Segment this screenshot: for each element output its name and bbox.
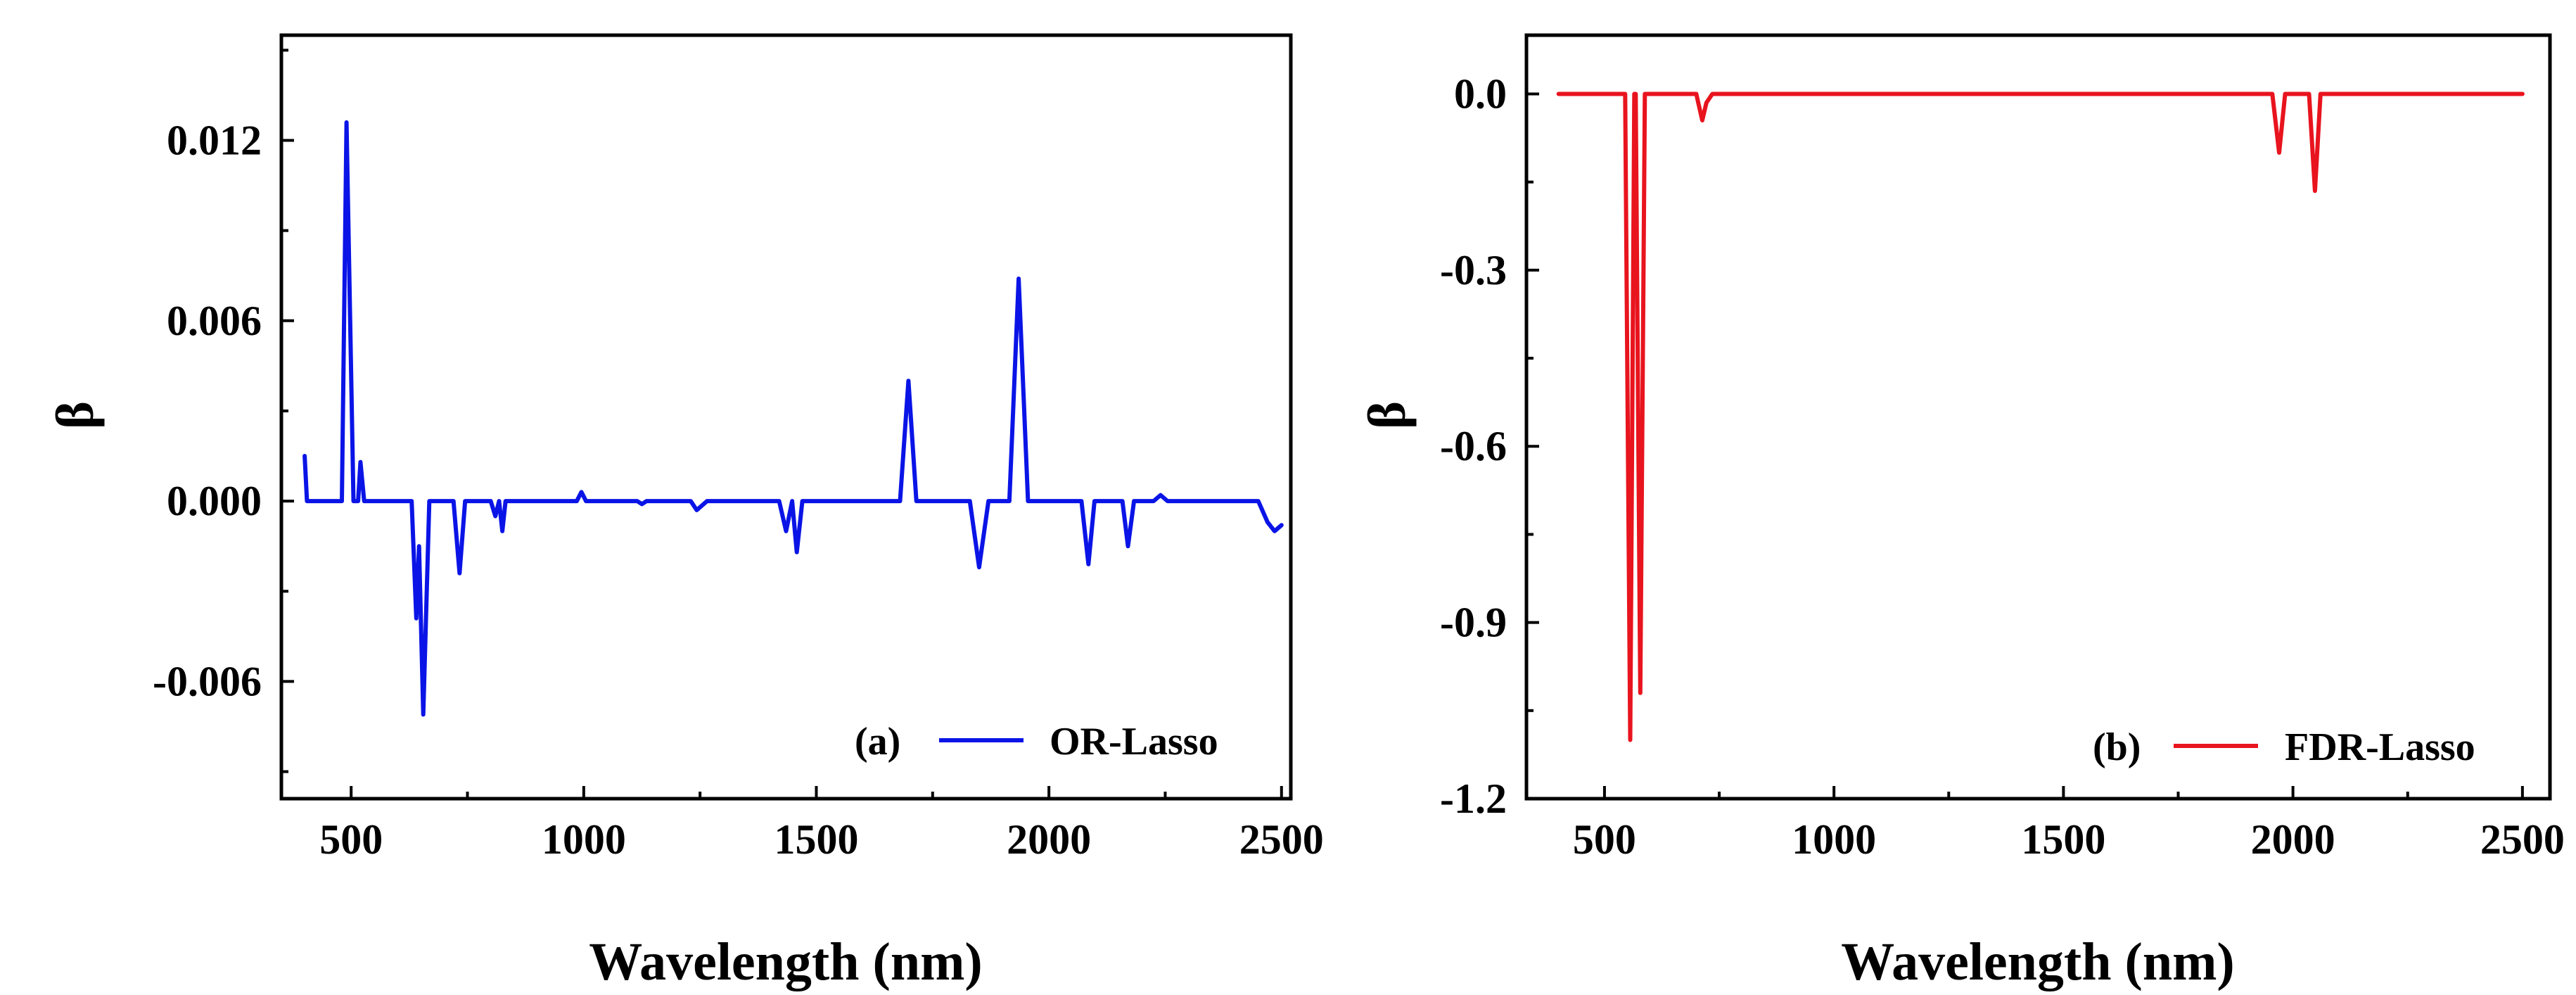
panel-label-a: (a) [855,720,900,763]
y-ticks-a: -0.006 0.000 0.006 0.012 [153,118,294,704]
x-ticks-a: 500 1000 1500 2000 2500 [319,786,1324,863]
x-tick-label: 500 [319,816,383,863]
x-axis-title-b: Wavelength (nm) [1841,932,2234,991]
y-tick-label: 0.006 [167,298,262,344]
x-tick-label: 2000 [2251,816,2335,863]
y-axis-title-b: β [1358,401,1417,429]
or-lasso-line [302,120,1284,717]
x-tick-label: 1000 [542,816,626,863]
minor-ticks-a [281,49,1167,799]
x-axis-title-a: Wavelength (nm) [589,932,982,991]
y-tick-label: -0.006 [153,658,262,704]
panel-label-b: (b) [2093,725,2141,769]
plot-frame-b [1524,33,2552,801]
y-tick-label: -0.9 [1440,600,1507,646]
y-tick-label: 0.000 [167,478,262,524]
x-ticks-b: 500 1000 1500 2000 2500 [1573,786,2565,863]
legend-b: (b) FDR-Lasso [2093,725,2475,769]
y-ticks-b: -1.2 -0.9 -0.6 -0.3 0.0 [1440,70,1539,822]
y-tick-label: -1.2 [1440,775,1507,822]
x-tick-label: 2500 [2480,816,2565,863]
x-tick-label: 2000 [1007,816,1091,863]
chart-panel-b: 500 1000 1500 2000 2500 -1.2-0.9-0.6-0.30.0 … [1358,33,2565,991]
x-tick-label: 1500 [2021,816,2105,863]
y-tick-label: 0.012 [167,118,262,164]
y-tick-label: 0.0 [1454,70,1507,117]
chart-panel-a: 500 1000 1500 2000 2500 -0.006 0.000 0.006 0.01… [46,33,1324,991]
x-tick-label: 1000 [1792,816,1876,863]
x-tick-label: 500 [1573,816,1636,863]
fdr-lasso-line [1556,91,2525,742]
plot-frame-a [279,33,1293,801]
x-tick-label: 1500 [774,816,858,863]
legend-label-b: FDR-Lasso [2285,725,2475,769]
y-axis-title-a: β [46,401,105,429]
legend-label-a: OR-Lasso [1050,720,1218,763]
y-tick-label: -0.6 [1440,423,1507,469]
y-tick-label: -0.3 [1440,247,1507,293]
legend-a: (a) OR-Lasso [855,720,1218,763]
x-tick-label: 2500 [1239,816,1324,863]
minor-ticks-b [1526,180,2409,799]
